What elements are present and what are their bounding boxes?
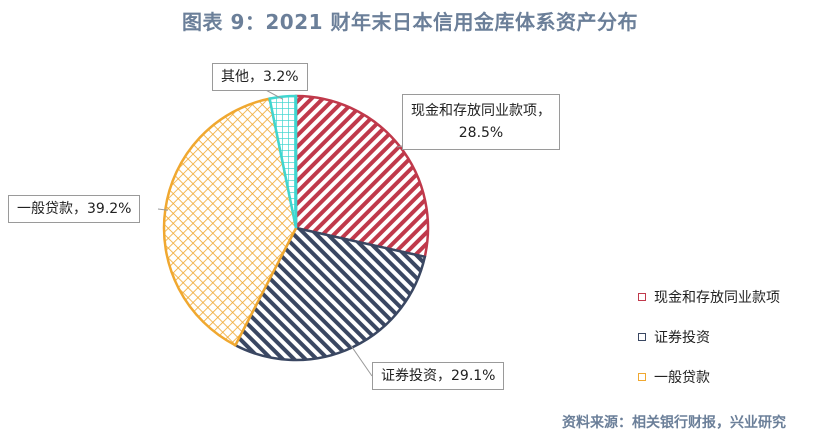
source-note: 资料来源：相关银行财报，兴业研究: [562, 415, 786, 431]
chart-title: 图表 9：2021 财年末日本信用金库体系资产分布: [181, 10, 638, 34]
data-label-securities: 证券投资，29.1%: [372, 362, 505, 390]
data-label-other: 其他，3.2%: [212, 63, 308, 91]
legend-swatch-general-loans: [638, 373, 646, 381]
legend-swatch-cash-interbank: [638, 293, 646, 301]
pie-slice-cash-interbank: [294, 94, 430, 259]
leader-line: [350, 344, 373, 377]
legend-label: 证券投资: [654, 330, 710, 346]
pie-slice-other: [268, 94, 298, 229]
data-label-general-loans: 一般贷款，39.2%: [8, 195, 141, 223]
legend-item-general-loans: 一般贷款: [636, 367, 804, 389]
legend-label: 现金和存放同业款项: [654, 290, 780, 306]
legend-label: 一般贷款: [654, 370, 710, 386]
data-label-cash-interbank: 现金和存放同业款项，28.5%: [402, 94, 560, 150]
leader-line: [157, 208, 168, 211]
legend-swatch-securities: [638, 333, 646, 341]
legend-item-securities: 证券投资: [636, 327, 804, 349]
legend-item-cash-interbank: 现金和存放同业款项: [636, 287, 804, 309]
